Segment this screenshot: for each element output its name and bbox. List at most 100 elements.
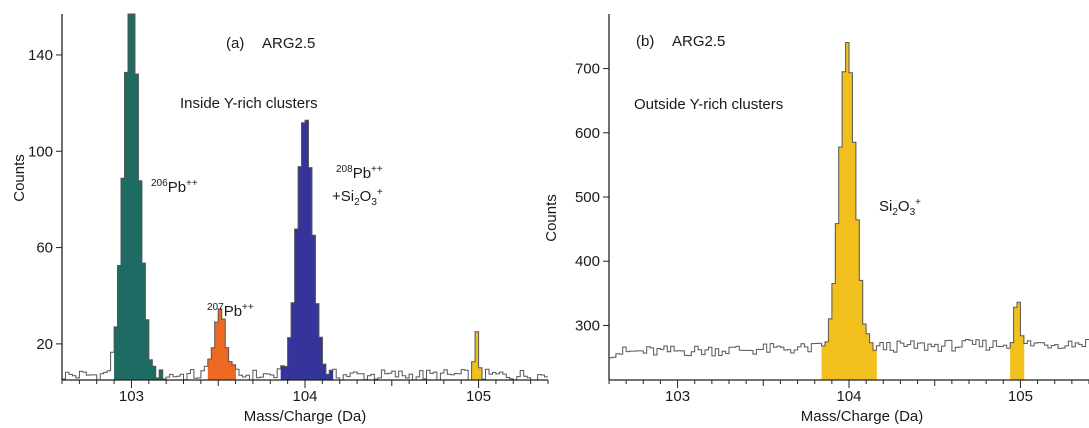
pb206-mass: 206 [151, 178, 168, 189]
si2o3-charge: + [377, 187, 383, 198]
histogram-bar-pb206-18 [124, 72, 129, 380]
histogram-bar-pb207-48 [228, 361, 233, 380]
histogram-bar-si2o3-77 [873, 350, 877, 380]
si2o3-sub2: 3 [371, 197, 377, 208]
histogram-bar-pb206-21 [134, 74, 139, 381]
b-si2o3-prefix: Si [879, 198, 892, 215]
panel-a-xlabel: Mass/Charge (Da) [244, 408, 367, 425]
histogram-bar-pb207-47 [225, 347, 230, 380]
histogram-bar-pb208-67 [294, 229, 299, 380]
si2o3-mid: O [360, 188, 372, 205]
histogram-bar-si2o3-67 [838, 147, 843, 380]
b-si2o3-sub2: 3 [910, 207, 916, 218]
histogram-bar-pb206-24 [145, 319, 150, 380]
histogram-bar-si2o3-63 [825, 341, 829, 380]
x-tick-label-b-103: 103 [665, 388, 690, 405]
x-tick-label-a-103: 103 [119, 388, 144, 405]
histogram-bar-pb208-70 [305, 120, 309, 381]
panel-b-subtitle: Outside Y-rich clusters [634, 96, 783, 113]
panel-a-histogram [114, 14, 483, 381]
b-si2o3-charge: + [915, 197, 921, 208]
histogram-bar-pb208-65 [287, 337, 292, 380]
histogram-bar-pb207-49 [232, 364, 236, 380]
x-tick-label-b-104: 104 [836, 388, 861, 405]
histogram-bar-pb206-20 [131, 14, 136, 380]
panel-b-axes: 103 104 105 300 400 500 600 700 [575, 14, 1089, 405]
pb207-mass: 207 [207, 302, 224, 313]
histogram-bar-pb208-76 [325, 374, 330, 380]
histogram-bar-si2o3-119 [475, 331, 479, 380]
histogram-bar-pb208-64 [284, 366, 289, 380]
x-tick-label-b-105: 105 [1008, 388, 1033, 405]
annotation-pb208-si2o3: +Si2O3+ [332, 187, 383, 208]
panel-a-subtitle: Inside Y-rich clusters [180, 95, 318, 112]
histogram-bar-si2o3-65 [831, 283, 836, 380]
panel-b-chart: 103 104 105 300 400 500 600 700 (b) ARG2.5 Outs… [543, 14, 1089, 425]
histogram-bar-pb208-74 [318, 337, 323, 380]
b-si2o3-sub1: 2 [892, 207, 898, 218]
pb208-mass: 208 [336, 164, 353, 175]
histogram-bar-si2o3-68 [842, 71, 846, 380]
histogram-bar-si2o3-73 [859, 280, 864, 380]
panel-b-histogram [821, 42, 1025, 380]
histogram-bar-pb206-27 [155, 377, 160, 380]
histogram-bar-si2o3-74 [862, 324, 867, 380]
x-tick-label-a-105: 105 [466, 388, 491, 405]
histogram-bar-pb207-45 [218, 308, 223, 380]
panel-a-sample: ARG2.5 [262, 35, 315, 52]
histogram-bar-si2o3-70 [849, 72, 853, 380]
panel-a-label: (a) [226, 35, 244, 52]
panel-b-ylabel: Counts [543, 194, 560, 242]
panel-a-ylabel: Counts [11, 154, 28, 202]
histogram-bar-pb206-22 [138, 180, 143, 380]
histogram-bar-pb207-42 [207, 359, 212, 380]
histogram-bar-pb208-77 [329, 370, 334, 380]
y-tick-label-b-600: 600 [575, 125, 600, 142]
histogram-bar-pb208-72 [311, 235, 316, 380]
y-tick-label-b-500: 500 [575, 189, 600, 206]
histogram-bar-pb206-23 [141, 263, 146, 380]
y-tick-label-a-60: 60 [36, 240, 53, 257]
histogram-bar-si2o3_b-120 [1020, 335, 1025, 380]
histogram-bar-si2o3-64 [828, 318, 833, 380]
panel-b-label: (b) [636, 33, 654, 50]
panel-a-chart: 103 104 105 20 60 100 140 (a) ARG2.5 Inside Y-… [11, 13, 549, 425]
histogram-bar-pb208-71 [308, 167, 313, 380]
histogram-bar-pb208-75 [322, 364, 327, 380]
annotation-pb208: 208Pb++ [336, 164, 383, 182]
histogram-bar-si2o3-72 [855, 219, 860, 380]
pb208-charge: ++ [371, 164, 383, 175]
histogram-bar-si2o3-118 [471, 361, 476, 380]
y-tick-label-a-140: 140 [28, 47, 53, 64]
histogram-bar-pb208-63 [280, 365, 285, 380]
y-tick-label-b-700: 700 [575, 61, 600, 78]
panel-b-sample: ARG2.5 [672, 33, 725, 50]
histogram-bar-pb206-16 [117, 265, 122, 380]
histogram-bar-si2o3-76 [869, 342, 874, 380]
pb207-element: Pb [224, 303, 242, 320]
histogram-bar-pb206-17 [121, 178, 125, 380]
panel-b-outline [609, 42, 1089, 359]
pb207-charge: ++ [242, 302, 254, 313]
histogram-bar-si2o3-69 [845, 42, 850, 380]
histogram-bar-si2o3-75 [866, 333, 870, 380]
y-tick-label-a-100: 100 [28, 143, 53, 160]
histogram-bar-pb208-73 [315, 303, 320, 380]
histogram-bar-si2o3-66 [835, 223, 840, 380]
histogram-bar-pb206-19 [127, 14, 132, 380]
histogram-bar-pb208-66 [291, 302, 295, 380]
b-si2o3-mid: O [898, 198, 910, 215]
histogram-bar-pb207-43 [211, 347, 216, 380]
histogram-bar-pb206-25 [148, 359, 153, 380]
annotation-si2o3: Si2O3+ [879, 197, 921, 218]
x-tick-label-a-104: 104 [292, 388, 317, 405]
histogram-bar-pb208-69 [301, 122, 306, 380]
si2o3-sub1: 2 [354, 197, 360, 208]
histogram-bar-si2o3-120 [478, 367, 483, 380]
histogram-bar-pb207-46 [221, 319, 226, 380]
annotation-pb206: 206Pb++ [151, 178, 198, 196]
panel-a-axes: 103 104 105 20 60 100 140 [28, 14, 549, 405]
pb206-charge: ++ [186, 178, 198, 189]
panel-a-outline [62, 13, 548, 381]
